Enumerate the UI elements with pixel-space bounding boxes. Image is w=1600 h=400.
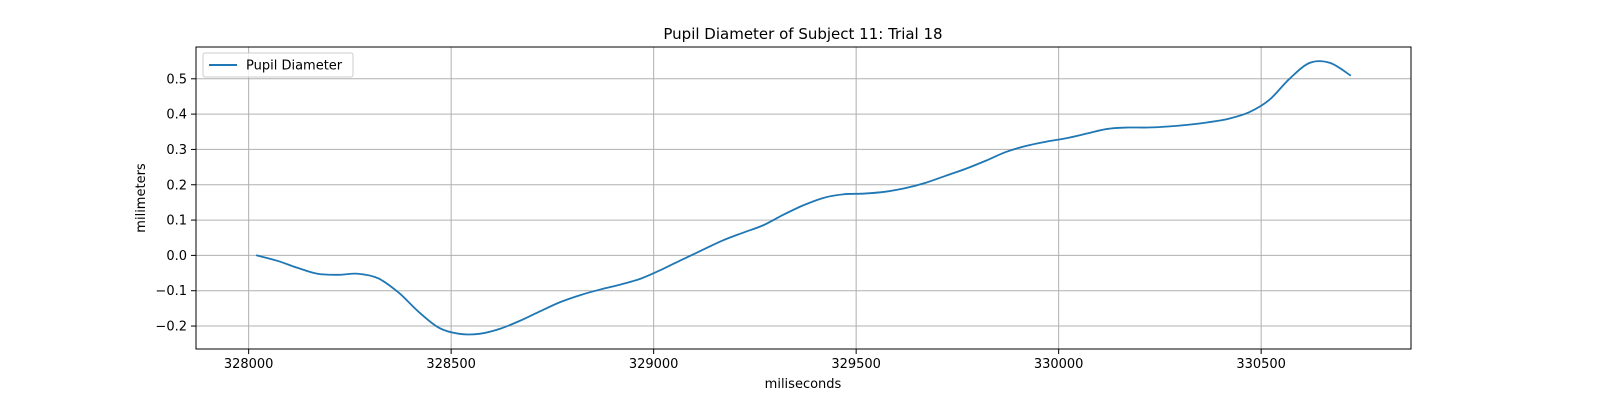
y-tick-label: −0.1 [155,284,187,299]
series-lines [255,60,1352,336]
y-tick-label: 0.5 [166,72,187,87]
legend-label: Pupil Diameter [246,59,343,74]
y-tick-label: 0.0 [166,249,187,264]
plot-area-frame [195,46,1412,350]
y-tick-label: −0.2 [155,320,187,335]
x-axis-label: miliseconds [765,377,842,392]
grid-lines [196,47,1411,349]
x-tick-label: 329000 [629,357,679,372]
x-tick-label: 330500 [1236,357,1286,372]
y-axis-label: milimeters [134,163,149,233]
y-tick-label: 0.2 [166,178,187,193]
x-tick-label: 329500 [831,357,881,372]
y-tick-label: 0.3 [166,143,187,158]
axis-ticks: 328000 328500 329000 329500 330000 330500 −0.2… [155,72,1286,372]
y-tick-label: 0.4 [166,108,187,123]
chart-title: Pupil Diameter of Subject 11: Trial 18 [663,25,942,43]
legend-box [202,52,354,78]
x-tick-label: 328000 [224,357,274,372]
x-tick-label: 328500 [426,357,476,372]
legend: Pupil Diameter [202,52,354,78]
y-tick-label: 0.1 [166,214,187,229]
x-tick-label: 330000 [1034,357,1084,372]
series-line-pupil-diameter [255,60,1352,336]
